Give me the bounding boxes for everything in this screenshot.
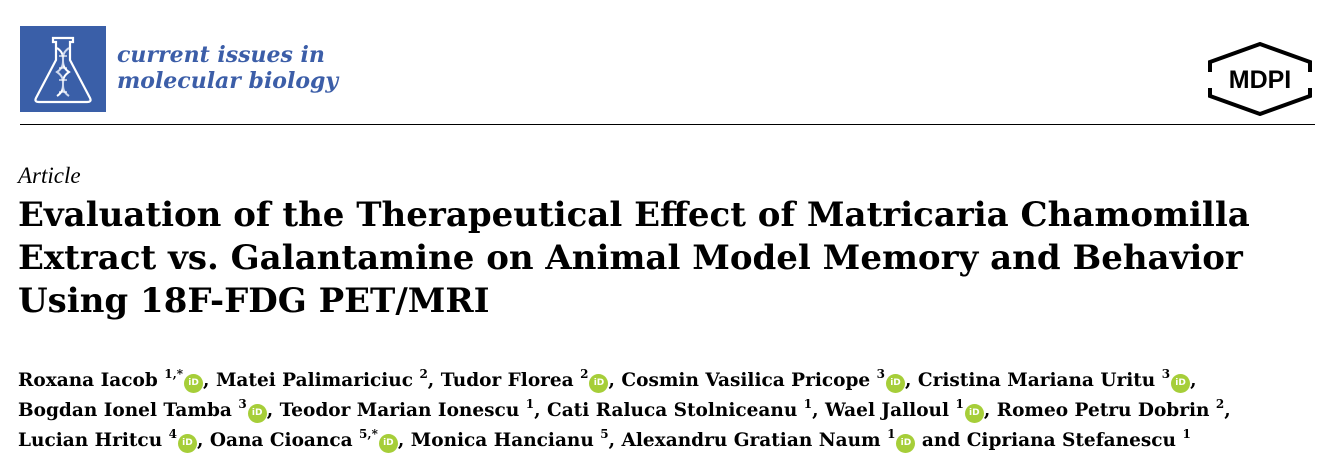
author-affiliation: 1 (803, 397, 813, 411)
author-affiliation: 1,* (164, 367, 184, 381)
flask-dna-icon (34, 36, 92, 104)
mdpi-logo: MDPI (1206, 41, 1314, 117)
author-separator: and (915, 430, 967, 451)
author-affiliation: 3 (238, 397, 247, 411)
author-separator: , (608, 430, 622, 451)
article-type: Article (18, 163, 81, 188)
author[interactable]: Roxana Iacob 1,*iD (18, 367, 204, 393)
author-separator: , (983, 400, 997, 421)
author[interactable]: Teodor Marian Ionescu 1 (279, 397, 535, 421)
article-title: Evaluation of the Therapeutical Effect o… (18, 194, 1328, 323)
author[interactable]: Cati Raluca Stolniceanu 1 (546, 397, 813, 421)
author[interactable]: Lucian Hritcu 4iD (18, 427, 197, 453)
author-separator: , (427, 370, 441, 391)
author-separator: , (534, 400, 547, 421)
author-affiliation: 1 (525, 397, 535, 411)
orcid-icon[interactable]: iD (378, 434, 398, 453)
journal-name: current issues in molecular biology (117, 42, 338, 94)
author-separator: , (266, 400, 280, 421)
mdpi-logo-text: MDPI (1229, 66, 1292, 94)
author-affiliation: 1 (887, 427, 896, 441)
author-name: Bogdan Ionel Tamba (18, 400, 239, 421)
author-affiliation: 1 (955, 397, 964, 411)
journal-name-line2: molecular biology (117, 68, 339, 94)
orcid-icon[interactable]: iD (964, 404, 984, 423)
orcid-icon[interactable]: iD (896, 434, 916, 453)
author-line: Roxana Iacob 1,*iD, Matei Palimariciuc 2… (18, 366, 1328, 396)
author-separator: , (812, 400, 826, 421)
author-name: Romeo Petru Dobrin (996, 400, 1216, 421)
author-name: Cristina Mariana Uritu (917, 370, 1162, 391)
author-separator: , (397, 430, 411, 451)
author-affiliation: 5 (600, 427, 609, 441)
author-line: Lucian Hritcu 4iD, Oana Cioanca 5,*iD, M… (18, 426, 1328, 456)
author-separator: , (203, 370, 216, 391)
author[interactable]: Tudor Florea 2iD (440, 367, 609, 393)
author[interactable]: Bogdan Ionel Tamba 3iD (18, 397, 267, 423)
orcid-icon[interactable]: iD (589, 374, 609, 393)
author-name: Roxana Iacob (18, 370, 165, 391)
author[interactable]: Alexandru Gratian Naum 1iD (621, 427, 916, 453)
author-affiliation: 1 (1182, 427, 1191, 441)
title-line: Extract vs. Galantamine on Animal Model … (18, 238, 1243, 278)
orcid-icon[interactable]: iD (184, 374, 204, 393)
orcid-icon[interactable]: iD (885, 374, 905, 393)
author-name: Matei Palimariciuc (215, 370, 420, 391)
author-name: Teodor Marian Ionescu (279, 400, 526, 421)
journal-name-line1: current issues in (117, 42, 325, 68)
title-line: Using 18F-FDG PET/MRI (18, 281, 490, 321)
author[interactable]: Cristina Mariana Uritu 3iD (917, 367, 1191, 393)
author-separator: , (904, 370, 918, 391)
author[interactable]: Cipriana Stefanescu 1 (966, 427, 1191, 451)
author-line: Bogdan Ionel Tamba 3iD, Teodor Marian Io… (18, 396, 1328, 426)
author-affiliation: 5,* (359, 427, 378, 441)
author-name: Tudor Florea (440, 370, 581, 391)
title-line: Evaluation of the Therapeutical Effect o… (18, 195, 1250, 235)
author[interactable]: Oana Cioanca 5,*iD (209, 427, 398, 453)
author[interactable]: Matei Palimariciuc 2 (215, 367, 428, 391)
author-affiliation: 4 (168, 427, 177, 441)
author[interactable]: Wael Jalloul 1iD (825, 397, 984, 423)
author-affiliation: 3 (876, 367, 885, 381)
author-separator: , (1224, 400, 1231, 421)
author-name: Alexandru Gratian Naum (621, 430, 888, 451)
author-separator: , (608, 370, 622, 391)
journal-logo (20, 26, 106, 112)
orcid-icon[interactable]: iD (177, 434, 197, 453)
author-name: Wael Jalloul (825, 400, 956, 421)
author-name: Cati Raluca Stolniceanu (546, 400, 804, 421)
author-affiliation: 3 (1161, 367, 1171, 381)
author-list: Roxana Iacob 1,*iD, Matei Palimariciuc 2… (18, 366, 1328, 456)
author-name: Cipriana Stefanescu (966, 430, 1183, 451)
author-name: Cosmin Vasilica Pricope (621, 370, 877, 391)
author[interactable]: Monica Hancianu 5 (410, 427, 609, 451)
mdpi-hexagon-icon: MDPI (1206, 41, 1314, 117)
header-divider (20, 124, 1315, 125)
author-affiliation: 2 (419, 367, 428, 381)
author-name: Oana Cioanca (209, 430, 360, 451)
author-separator: , (1190, 370, 1197, 391)
author-name: Lucian Hritcu (18, 430, 169, 451)
author-affiliation: 2 (580, 367, 589, 381)
orcid-icon[interactable]: iD (1171, 374, 1191, 393)
author-affiliation: 2 (1215, 397, 1225, 411)
author-name: Monica Hancianu (410, 430, 601, 451)
orcid-icon[interactable]: iD (247, 404, 267, 423)
author[interactable]: Romeo Petru Dobrin 2 (996, 397, 1225, 421)
author[interactable]: Cosmin Vasilica Pricope 3iD (621, 367, 905, 393)
author-separator: , (196, 430, 210, 451)
